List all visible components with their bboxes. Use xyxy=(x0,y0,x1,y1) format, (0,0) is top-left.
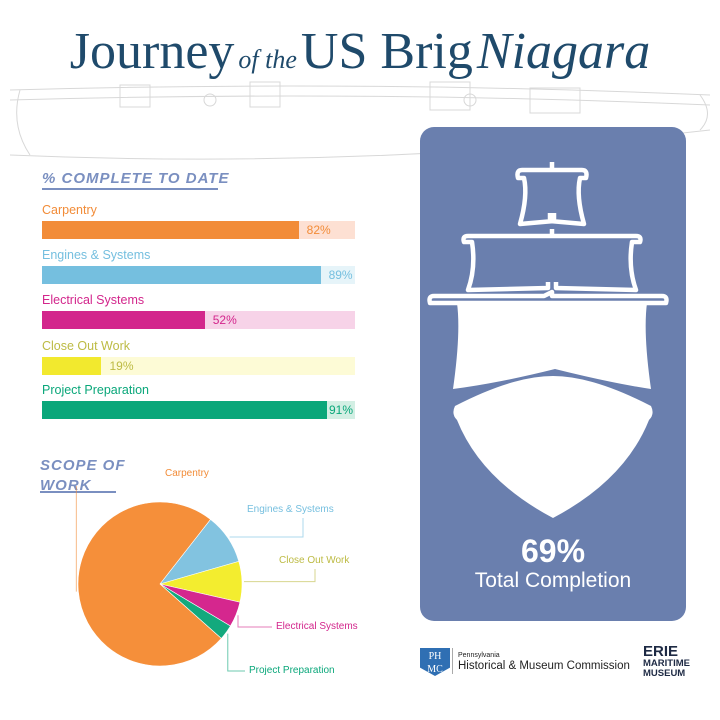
bar-fill xyxy=(42,311,205,329)
bar-fill xyxy=(42,401,327,419)
title-niagara: Niagara xyxy=(476,23,651,80)
ship-deck-sketch xyxy=(10,81,710,160)
erie-line3: MUSEUM xyxy=(643,668,686,679)
bar-chart-title: % COMPLETE TO DATE xyxy=(42,170,230,187)
title-us-brig: US Brig xyxy=(300,23,473,80)
pie-label: Carpentry xyxy=(165,468,209,479)
pie-title-line2: WORK xyxy=(40,477,92,494)
bar-label: Carpentry xyxy=(42,203,97,217)
bar-fill xyxy=(42,266,321,284)
erie-maritime-museum-logo: ERIE MARITIME MUSEUM xyxy=(643,644,690,679)
pie-title-underline xyxy=(40,491,116,493)
bar-fill xyxy=(42,357,102,375)
bar-value-label: 19% xyxy=(109,359,134,373)
bar-value-label: 82% xyxy=(306,223,331,237)
pie-label: Engines & Systems xyxy=(247,504,334,515)
bar-track: 82% xyxy=(42,221,355,239)
title-journey: Journey xyxy=(69,23,235,80)
bar-track: 89% xyxy=(42,266,355,284)
bar-value-label: 52% xyxy=(212,313,237,327)
erie-line1: ERIE xyxy=(643,643,679,660)
pie-label: Electrical Systems xyxy=(276,621,358,632)
bar-track: 91% xyxy=(42,401,355,419)
bar-label: Electrical Systems xyxy=(42,293,145,307)
phmc-logo: PH MC xyxy=(420,648,450,676)
bar-title-underline xyxy=(42,188,218,190)
bar-label: Engines & Systems xyxy=(42,248,151,262)
phmc-line2: Historical & Museum Commission xyxy=(458,660,630,672)
bar-track: 19% xyxy=(42,357,355,375)
title-of-the: of the xyxy=(238,45,297,74)
bar-label: Close Out Work xyxy=(42,339,130,353)
erie-line2: MARITIME xyxy=(643,658,690,669)
logo-divider xyxy=(452,648,453,674)
ship-icon xyxy=(427,162,669,518)
pie-slice xyxy=(77,501,222,667)
pie-label: Close Out Work xyxy=(279,555,350,566)
bar-value-label: 91% xyxy=(328,403,353,417)
pie-label: Project Preparation xyxy=(249,665,335,676)
total-completion-panel: 69% Total Completion xyxy=(420,127,686,621)
pie-leader-line xyxy=(229,518,304,538)
page-title: Journey of the US Brig Niagara xyxy=(0,22,720,81)
total-completion-value: 69% xyxy=(520,533,586,569)
pie-leader-line xyxy=(227,633,245,672)
pie-leader-line xyxy=(243,569,316,583)
phmc-line1: Pennsylvania xyxy=(458,652,500,659)
pie-chart xyxy=(75,486,316,672)
bar-label: Project Preparation xyxy=(42,383,150,397)
bar-track: 52% xyxy=(42,311,355,329)
bar-value-label: 89% xyxy=(328,268,353,282)
pie-leader-line xyxy=(237,615,272,628)
pie-chart-title: SCOPE OF WORK xyxy=(40,456,126,496)
bar-fill xyxy=(42,221,299,239)
pie-title-line1: SCOPE OF xyxy=(40,457,126,474)
total-completion-label: Total Completion xyxy=(474,569,632,592)
